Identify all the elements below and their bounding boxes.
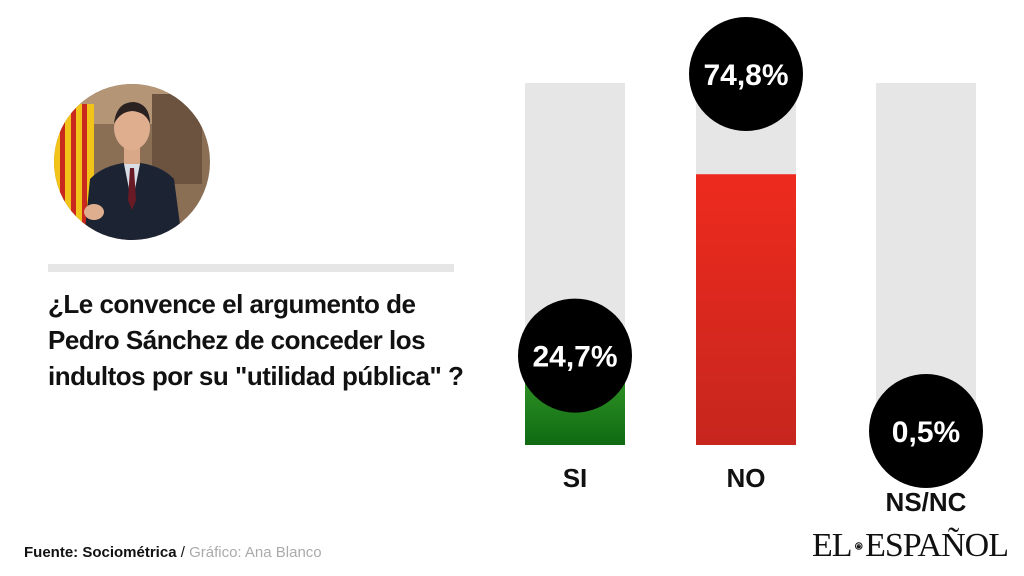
logo-left: EL (812, 527, 853, 564)
value-badge (518, 298, 632, 413)
credit-label: Gráfico: Ana Blanco (189, 544, 322, 561)
question-text: ¿Le convence el argumento de Pedro Sánch… (48, 289, 464, 391)
footer: Fuente: Sociométrica / Gráfico: Ana Blan… (24, 544, 322, 561)
lion-icon (854, 542, 863, 550)
bar-no (696, 174, 796, 445)
category-label: SI (563, 463, 588, 493)
data-label: 0,5% (892, 416, 960, 449)
divider (48, 264, 454, 272)
footer-separator: / (176, 544, 190, 561)
value-badge (869, 374, 983, 488)
data-label: 74,8% (703, 59, 788, 92)
logo-right: ESPAÑOL (865, 527, 1009, 564)
el-espanol-logo: EL ESPAÑOL (812, 524, 1009, 568)
category-label: NO (727, 463, 766, 493)
source-label: Fuente: Sociométrica (24, 544, 177, 561)
data-label: 24,7% (532, 341, 617, 374)
value-badge (689, 17, 803, 131)
category-label: NS/NC (886, 487, 967, 517)
